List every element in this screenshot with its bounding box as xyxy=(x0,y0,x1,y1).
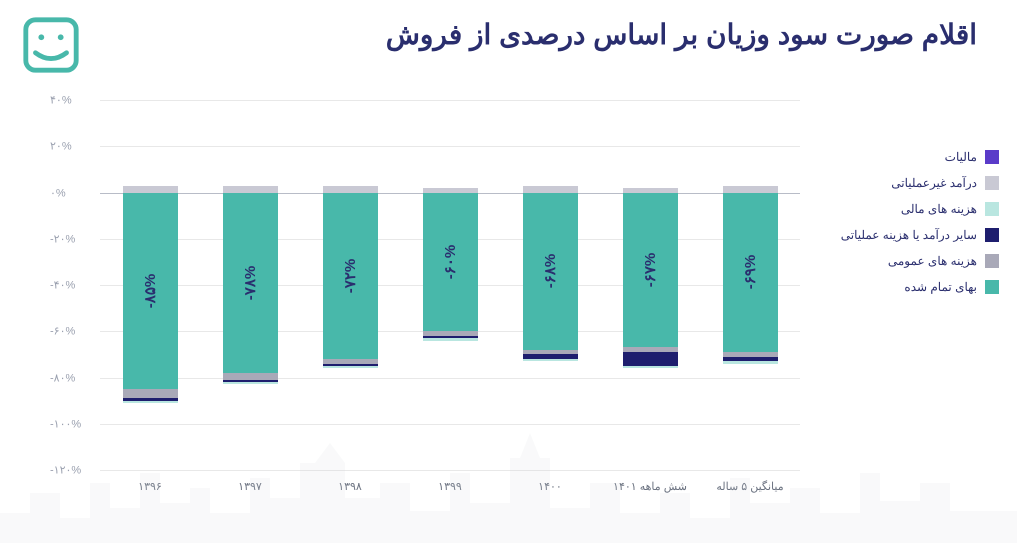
page: اقلام صورت سود وزیان بر اساس درصدی از فر… xyxy=(0,0,1017,543)
x-axis-tick: ۱۴۰۰ xyxy=(538,480,562,493)
bar-segment xyxy=(723,361,778,363)
legend-swatch xyxy=(985,202,999,216)
bar-segment xyxy=(723,186,778,193)
bar-value-label: -۶۷% xyxy=(641,253,659,287)
legend-label: هزینه های عمومی xyxy=(888,254,977,268)
y-axis-tick: -۸۰% xyxy=(50,371,95,384)
legend-swatch xyxy=(985,254,999,268)
bar-value-label: -۷۸% xyxy=(241,265,259,299)
y-axis-tick: ۲۰% xyxy=(50,140,95,153)
legend: مالیات درآمد غیرعملیاتی هزینه های مالی سایر… xyxy=(829,150,999,306)
bar-segment xyxy=(423,338,478,340)
bar-segment xyxy=(123,186,178,193)
bar-value-label: -۷۲% xyxy=(341,259,359,293)
bar-segment xyxy=(323,186,378,193)
bar-value-label: -۸۵% xyxy=(141,274,159,308)
bar-value-label: -۶۰% xyxy=(441,245,459,279)
chart-area: -۱۲۰% -۱۰۰% -۸۰% -۶۰% -۴۰% -۲۰% ۰% ۲۰% ۴۰% -۸۵% -۷… xyxy=(40,90,810,520)
y-axis-tick: -۲۰% xyxy=(50,232,95,245)
x-axis-tick: ۱۳۹۷ xyxy=(238,480,262,493)
x-axis-tick: میانگین ۵ ساله xyxy=(716,480,783,493)
y-axis-tick: ۴۰% xyxy=(50,94,95,107)
x-axis-tick: شش ماهه ۱۴۰۱ xyxy=(613,480,687,493)
legend-label: بهای تمام شده xyxy=(904,280,977,294)
bar-segment xyxy=(223,186,278,193)
legend-swatch xyxy=(985,176,999,190)
bar-segment xyxy=(523,186,578,193)
legend-swatch xyxy=(985,228,999,242)
bar-segment xyxy=(523,359,578,361)
legend-item: مالیات xyxy=(829,150,999,164)
legend-item: سایر درآمد یا هزینه عملیاتی xyxy=(829,228,999,242)
brand-logo-icon xyxy=(20,14,82,76)
bar-segment xyxy=(223,373,278,380)
legend-swatch xyxy=(985,280,999,294)
bar-group: -۸۵% xyxy=(123,100,178,470)
bar-group: -۷۸% xyxy=(223,100,278,470)
legend-label: سایر درآمد یا هزینه عملیاتی xyxy=(841,228,977,242)
legend-label: هزینه های مالی xyxy=(901,202,977,216)
legend-label: درآمد غیرعملیاتی xyxy=(891,176,977,190)
bar-group: -۶۰% xyxy=(423,100,478,470)
bar-segment xyxy=(123,401,178,403)
bar-segment xyxy=(223,382,278,384)
y-axis-tick: ۰% xyxy=(50,186,95,199)
x-axis-tick: ۱۳۹۹ xyxy=(438,480,462,493)
legend-item: هزینه های مالی xyxy=(829,202,999,216)
bar-value-label: -۶۹% xyxy=(741,255,759,289)
bar-group: -۶۹% xyxy=(723,100,778,470)
x-axis-tick: ۱۳۹۸ xyxy=(338,480,362,493)
bar-segment xyxy=(323,366,378,368)
legend-item: درآمد غیرعملیاتی xyxy=(829,176,999,190)
y-axis-tick: -۶۰% xyxy=(50,325,95,338)
legend-swatch xyxy=(985,150,999,164)
legend-item: هزینه های عمومی xyxy=(829,254,999,268)
bar-segment xyxy=(623,366,678,368)
x-axis-tick: ۱۳۹۶ xyxy=(138,480,162,493)
bar-group: -۷۲% xyxy=(323,100,378,470)
y-axis-tick: -۱۲۰% xyxy=(50,464,95,477)
page-title: اقلام صورت سود وزیان بر اساس درصدی از فر… xyxy=(386,18,977,51)
y-axis-tick: -۱۰۰% xyxy=(50,417,95,430)
bar-segment xyxy=(123,389,178,398)
bar-group: -۶۷% xyxy=(623,100,678,470)
bar-segment xyxy=(623,352,678,366)
bar-group: -۶۸% xyxy=(523,100,578,470)
plot: -۱۲۰%-۱۰۰%-۸۰%-۶۰%-۴۰%-۲۰%۰%۲۰%۴۰%-۸۵%-۷… xyxy=(100,100,800,470)
legend-label: مالیات xyxy=(945,150,977,164)
legend-item: بهای تمام شده xyxy=(829,280,999,294)
y-axis-tick: -۴۰% xyxy=(50,279,95,292)
bar-value-label: -۶۸% xyxy=(541,254,559,288)
gridline xyxy=(100,470,800,471)
